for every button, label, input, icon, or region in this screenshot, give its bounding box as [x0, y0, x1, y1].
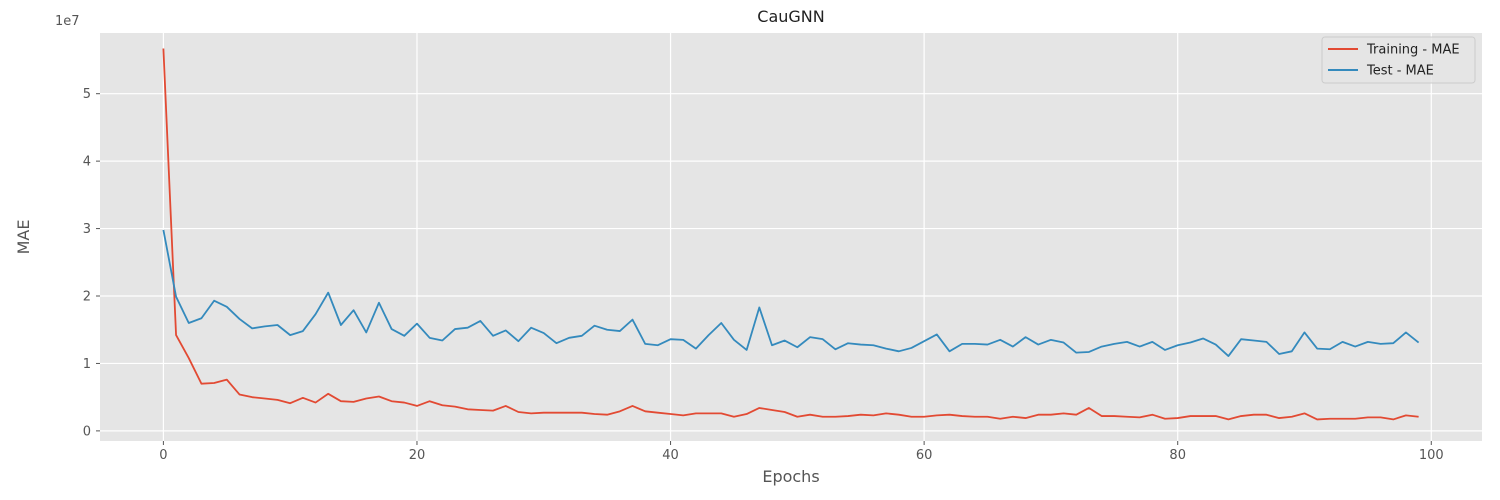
legend-entry-test: Test - MAE: [1366, 64, 1434, 79]
y-tick-label: 2: [83, 290, 91, 305]
chart-title: CauGNN: [757, 7, 824, 26]
y-tick-label: 1: [83, 357, 91, 372]
plot-area: [100, 33, 1482, 441]
test-mae-line: [162, 229, 1420, 357]
y-axis-label: MAE: [14, 220, 33, 255]
x-tick-label: 60: [916, 448, 933, 463]
x-tick-label: 100: [1419, 448, 1444, 463]
legend-box: [1321, 36, 1476, 84]
training-mae-line: [162, 48, 1419, 421]
axis-ticks: 0 20 40 60 80 100 0 1 2 3 4 5: [83, 87, 1444, 463]
legend-entry-training: Training - MAE: [1366, 43, 1460, 58]
y-tick-label: 0: [83, 424, 91, 439]
legend: Training - MAE Test - MAE: [1321, 36, 1476, 84]
y-tick-label: 4: [83, 155, 91, 170]
x-tick-label: 0: [159, 448, 167, 463]
series-lines: [162, 48, 1420, 421]
y-tick-label: 3: [83, 222, 91, 237]
x-tick-label: 40: [662, 448, 679, 463]
y-tick-label: 5: [83, 87, 91, 102]
x-tick-label: 20: [409, 448, 426, 463]
y-axis-offset-label: 1e7: [55, 14, 80, 29]
x-tick-label: 80: [1169, 448, 1186, 463]
x-axis-label: Epochs: [762, 467, 819, 486]
